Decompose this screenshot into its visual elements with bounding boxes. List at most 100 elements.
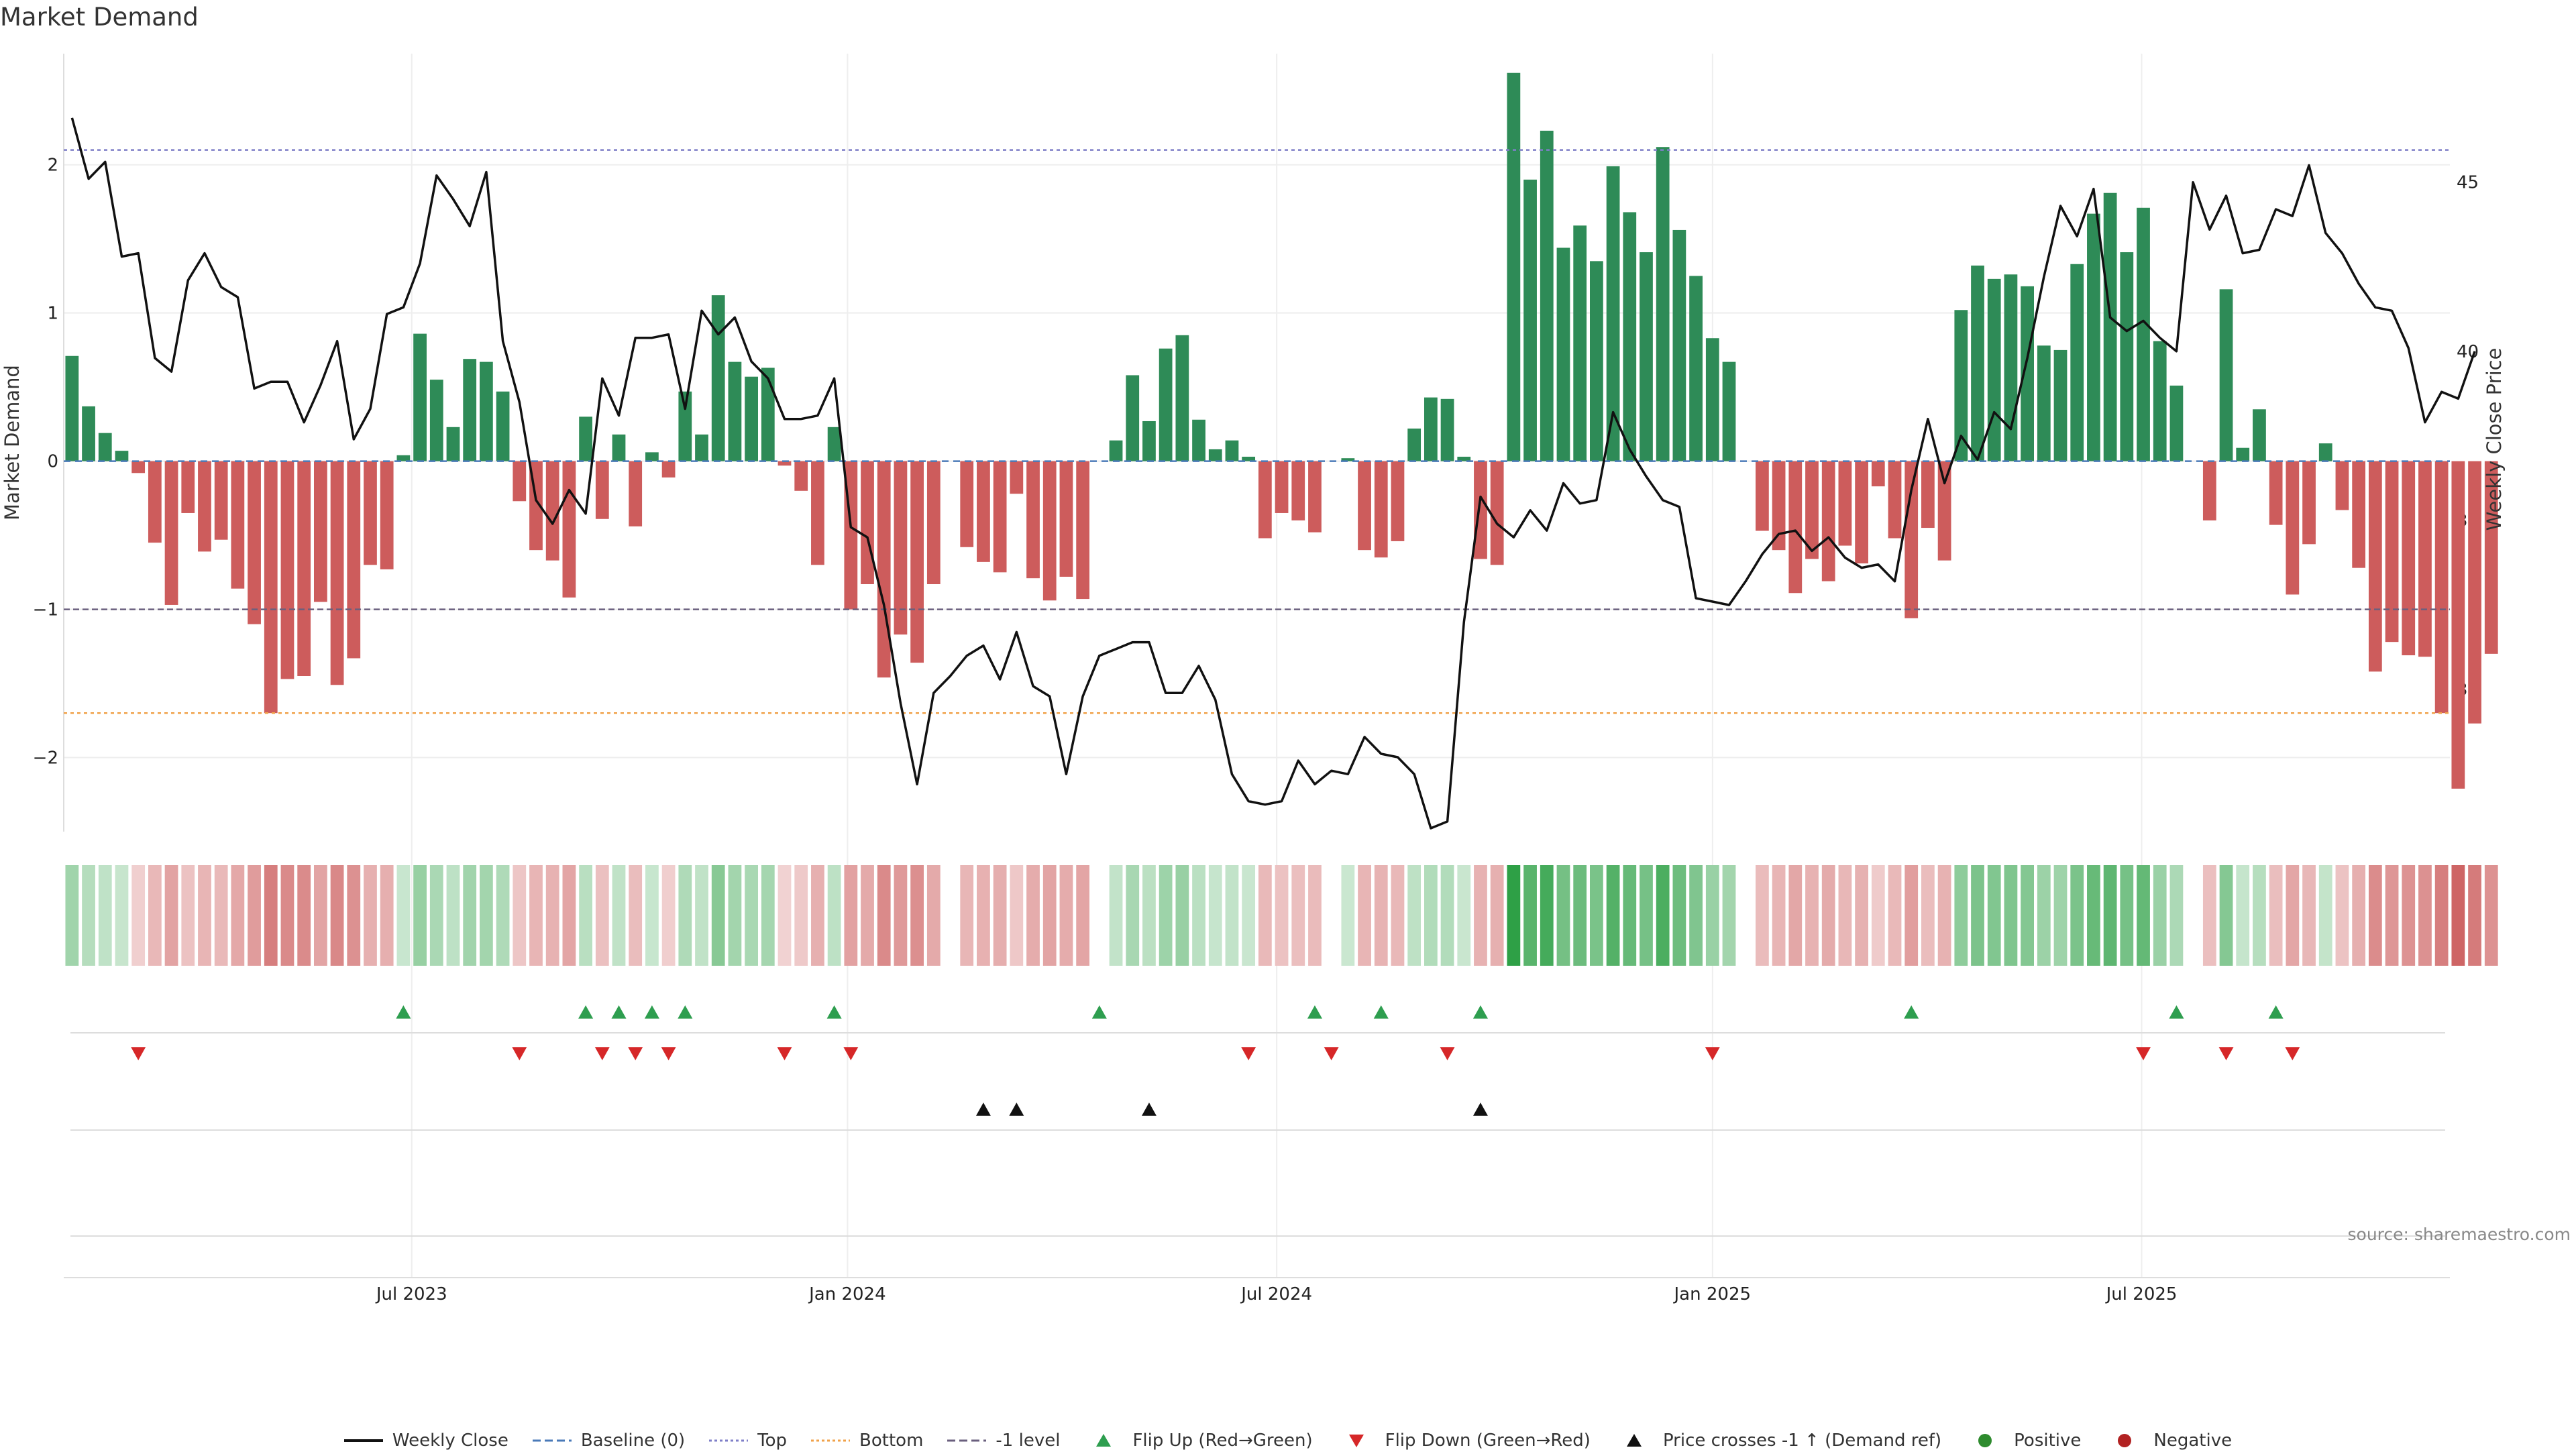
y-left-tick-label: 1 — [47, 304, 58, 324]
heat-cell — [1855, 865, 1868, 966]
legend-swatch-icon — [343, 1439, 383, 1442]
demand-bar — [248, 461, 261, 624]
demand-bar — [2385, 461, 2399, 642]
demand-bar — [429, 380, 443, 461]
heat-cell — [545, 865, 559, 966]
demand-bar — [1192, 419, 1205, 461]
demand-bar — [2484, 461, 2498, 654]
demand-bar — [1756, 461, 1769, 531]
demand-bar — [2087, 213, 2100, 461]
demand-bar — [1589, 261, 1603, 461]
demand-bar — [595, 461, 609, 519]
legend-label: -1 level — [996, 1431, 1061, 1451]
marker-down — [777, 1047, 792, 1060]
demand-bar — [2103, 192, 2117, 461]
demand-bar — [629, 461, 643, 526]
demand-bar — [2070, 264, 2084, 461]
marker-down — [131, 1047, 146, 1060]
demand-bar — [2253, 409, 2266, 461]
demand-bar — [678, 391, 692, 461]
heat-cell — [1987, 865, 2001, 966]
demand-bar — [1026, 461, 1040, 579]
legend-swatch-icon — [811, 1439, 851, 1442]
demand-bar — [645, 452, 659, 461]
demand-bar — [480, 361, 493, 461]
demand-bar — [910, 461, 924, 663]
demand-bar — [1656, 147, 1670, 461]
heat-cell — [960, 865, 974, 966]
heat-cell — [2087, 865, 2100, 966]
heat-cell — [1391, 865, 1405, 966]
heat-cell — [910, 865, 924, 966]
y-left-tick-label: −1 — [33, 600, 58, 620]
demand-bar — [960, 461, 974, 547]
heat-cell — [364, 865, 377, 966]
demand-bar — [496, 391, 510, 461]
heat-cell — [1242, 865, 1256, 966]
heat-cell — [2053, 865, 2068, 966]
heat-cell — [1756, 865, 1769, 966]
heat-cell — [1971, 865, 1984, 966]
demand-bar — [728, 361, 742, 461]
demand-bar — [1407, 429, 1421, 461]
legend-item: Top — [709, 1431, 787, 1451]
demand-bar — [297, 461, 311, 676]
legend-label: Bottom — [859, 1431, 924, 1451]
demand-bar — [2434, 461, 2449, 714]
heat-cell — [164, 865, 178, 966]
heat-cell — [2021, 865, 2034, 966]
heat-cell — [1059, 865, 1073, 966]
heat-cell — [777, 865, 792, 966]
chart-title: Market Demand — [0, 3, 199, 32]
demand-bar — [2169, 385, 2184, 461]
heat-cell — [2418, 865, 2432, 966]
heat-cell — [2451, 865, 2465, 966]
heat-cell — [2318, 865, 2332, 966]
heat-cell — [496, 865, 510, 966]
legend-label: Negative — [2153, 1431, 2233, 1451]
heat-cell — [231, 865, 245, 966]
heat-cell — [297, 865, 311, 966]
demand-bar — [811, 461, 824, 565]
marker-up — [2268, 1005, 2284, 1019]
weekly-close-line — [70, 117, 2476, 830]
heat-cell — [1805, 865, 1819, 966]
demand-bar — [131, 461, 146, 473]
demand-bar — [1208, 449, 1222, 461]
demand-bar — [661, 461, 676, 478]
demand-bar — [1391, 461, 1405, 541]
heat-cell — [330, 865, 344, 966]
demand-bar — [2318, 443, 2332, 461]
heat-cell — [1573, 865, 1587, 966]
heat-cell — [1888, 865, 1902, 966]
heat-cell — [2269, 865, 2283, 966]
legend-item: Bottom — [811, 1431, 923, 1451]
heat-cell — [2153, 865, 2167, 966]
demand-bar — [1507, 72, 1521, 461]
demand-bar — [1308, 461, 1322, 533]
heat-cell — [1076, 865, 1090, 966]
marker-down — [2285, 1047, 2300, 1060]
legend-label: Flip Up (Red→Green) — [1132, 1431, 1313, 1451]
demand-bar — [745, 376, 758, 461]
legend-item: Weekly Close — [343, 1431, 508, 1451]
heat-cell — [148, 865, 162, 966]
heat-cell — [2335, 865, 2349, 966]
legend-swatch-icon — [947, 1439, 987, 1442]
heat-cell — [1474, 865, 1487, 966]
heat-cell — [794, 865, 808, 966]
marker-down — [512, 1047, 527, 1060]
demand-bar — [413, 333, 427, 461]
heat-cell — [2219, 865, 2233, 966]
demand-bar — [2468, 461, 2481, 724]
legend-item: Flip Up (Red→Green) — [1084, 1431, 1313, 1451]
demand-bar — [1672, 229, 1686, 461]
demand-bar — [1059, 461, 1073, 577]
legend-label: Price crosses -1 ↑ (Demand ref) — [1662, 1431, 1942, 1451]
marker-up — [1091, 1005, 1107, 1019]
x-tick-label: Jul 2024 — [1240, 1284, 1312, 1304]
demand-bar — [695, 434, 708, 461]
heat-cell — [1689, 865, 1703, 966]
heat-cell — [2137, 865, 2150, 966]
heat-cell — [1457, 865, 1471, 966]
